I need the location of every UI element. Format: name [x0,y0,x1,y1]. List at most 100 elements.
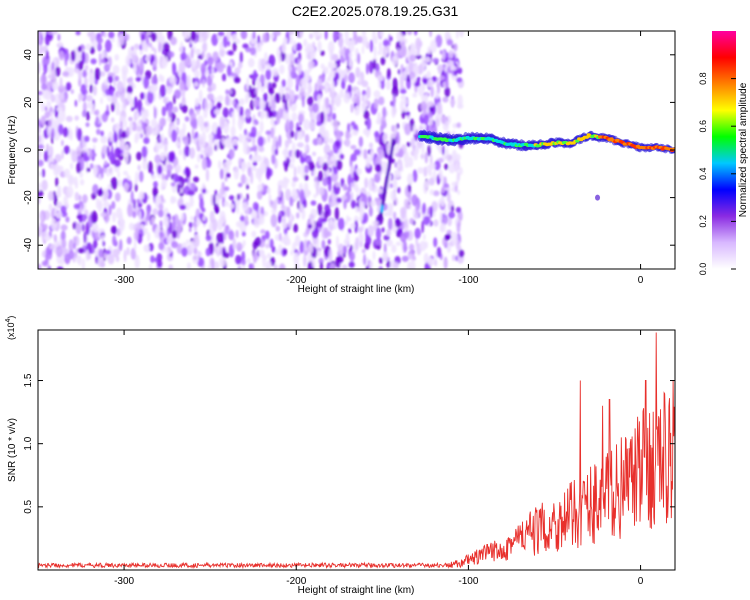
noise-speckle [109,89,114,97]
noise-speckle [361,31,367,40]
noise-speckle [325,97,330,109]
noise-speckle [79,171,84,178]
noise-speckle [234,76,241,84]
noise-speckle [184,145,190,157]
noise-speckle [293,166,297,179]
noise-speckle [312,257,316,268]
noise-speckle [184,166,190,176]
noise-speckle [252,240,258,250]
noise-speckle [172,62,177,76]
noise-speckle [446,192,451,203]
noise-speckle [264,230,270,240]
noise-speckle [111,201,116,210]
noise-speckle [108,204,112,216]
noise-speckle [146,232,151,242]
noise-speckle [43,64,48,74]
noise-speckle [381,227,385,233]
noise-speckle [198,136,206,149]
noise-speckle [350,199,356,209]
noise-speckle [135,112,140,119]
noise-speckle [424,56,431,63]
noise-speckle [153,180,158,188]
noise-speckle [158,203,164,211]
noise-speckle [203,107,208,119]
noise-speckle [182,135,190,145]
noise-speckle [278,56,282,64]
noise-speckle [133,198,136,210]
noise-speckle [317,40,322,53]
noise-speckle [236,242,243,252]
noise-speckle [45,251,49,266]
noise-speckle [357,52,361,65]
noise-speckle [266,187,271,195]
noise-speckle [385,80,391,91]
noise-speckle [119,116,126,122]
noise-speckle [95,230,100,240]
noise-speckle [226,64,232,77]
noise-speckle [73,203,81,210]
noise-speckle [365,227,369,239]
noise-speckle [363,253,366,266]
noise-speckle [430,85,434,98]
noise-speckle [192,254,199,264]
noise-speckle [260,229,266,234]
noise-speckle [368,206,373,217]
noise-speckle [391,85,399,98]
noise-speckle [207,56,214,66]
noise-speckle [120,130,127,139]
noise-speckle [171,229,178,239]
noise-speckle [239,51,243,64]
noise-speckle [230,72,235,77]
noise-speckle [53,131,60,141]
noise-speckle [455,161,459,174]
noise-speckle [174,89,182,99]
noise-speckle [382,251,389,262]
noise-speckle [251,210,258,220]
noise-speckle [378,41,383,52]
noise-speckle [386,260,391,269]
noise-speckle [195,58,201,69]
noise-speckle [219,168,224,180]
noise-speckle [38,31,42,41]
noise-speckle [350,153,357,162]
noise-speckle [83,231,87,244]
noise-speckle [134,135,139,144]
noise-speckle [150,32,157,42]
noise-speckle [455,31,459,39]
noise-speckle [293,252,300,266]
noise-speckle [404,65,409,76]
noise-speckle [354,236,360,251]
noise-speckle [186,262,192,269]
snr-x-ticks: -300 -200 -100 0 [114,330,644,587]
colorbar-tick-label: 0.8 [698,72,708,85]
noise-speckle [149,42,153,48]
noise-speckle [326,76,330,82]
noise-speckle [80,93,84,100]
noise-speckle [270,213,278,228]
noise-speckle [116,228,121,237]
noise-speckle [324,31,328,40]
noise-speckle [167,51,175,58]
noise-speckle [203,121,209,128]
noise-speckle [237,193,240,201]
noise-speckle [38,189,44,197]
noise-speckle [327,238,331,245]
noise-speckle [117,171,120,178]
noise-speckle [441,186,445,194]
noise-speckle [317,94,322,103]
noise-speckle [323,227,329,239]
noise-speckle [56,106,63,112]
noise-speckle [47,126,50,137]
noise-speckle [51,127,55,139]
noise-speckle [152,208,159,216]
noise-speckle [150,56,153,66]
noise-speckle [429,105,434,113]
noise-speckle [57,123,64,136]
noise-speckle [276,111,281,125]
noise-speckle [403,151,410,164]
noise-speckle [360,102,368,108]
noise-speckle [270,99,276,112]
noise-speckle [246,258,251,264]
noise-speckle [182,93,186,105]
noise-speckle [403,240,407,254]
